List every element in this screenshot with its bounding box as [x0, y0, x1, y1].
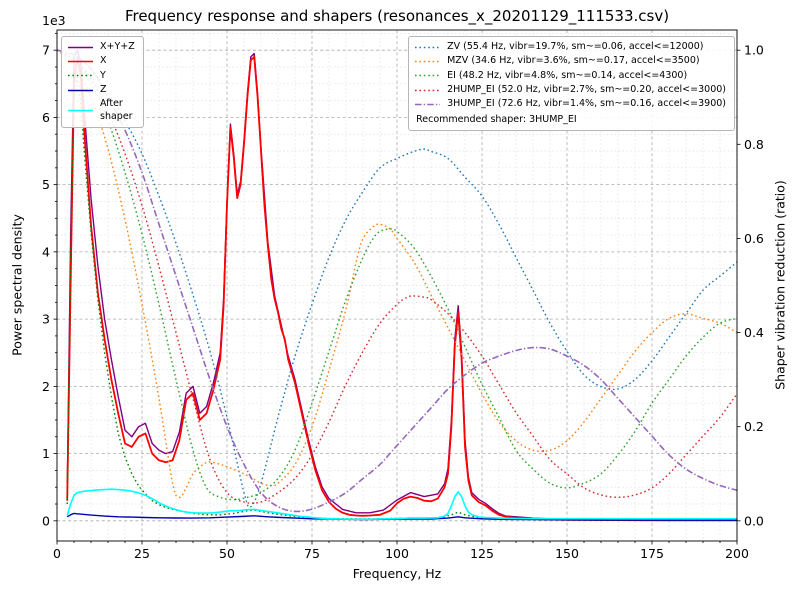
y-left-tick-label: 7: [42, 43, 50, 58]
legend-line-sample-icon: [415, 103, 441, 106]
legend-line-sample-icon: [415, 46, 441, 48]
series-y: [66, 76, 737, 521]
y-right-tick-label: 1.0: [744, 43, 764, 58]
legend-line-sample-icon: [415, 60, 441, 63]
legend-item-label: Z: [100, 84, 107, 96]
series-after-shaper: [66, 488, 737, 520]
legend-item-label: X: [100, 55, 107, 67]
legend-line-sample-icon: [68, 46, 93, 48]
legend-line-sample-icon: [415, 75, 441, 77]
x-tick-label: 25: [134, 546, 150, 561]
legend-line-sample-icon: [68, 60, 93, 63]
legend-recommended-note: Recommended shaper: 3HUMP_EI: [416, 113, 577, 125]
legend-item-label: 3HUMP_EI (72.6 Hz, vibr=1.4%, sm~=0.16, …: [447, 98, 726, 110]
y-left-tick-label: 0: [42, 513, 50, 528]
y-axis-label-right: Shaper vibration reduction (ratio): [772, 180, 788, 390]
x-tick-label: 75: [304, 546, 320, 561]
series-ei: [57, 49, 737, 501]
series-3hump-ei: [57, 49, 737, 513]
y-left-tick-label: 4: [42, 244, 50, 259]
legend-item-label: After shaper: [100, 98, 133, 122]
x-tick-label: 100: [385, 546, 409, 561]
legend-item-label: MZV (34.6 Hz, vibr=3.6%, sm~=0.17, accel…: [447, 55, 700, 67]
y-right-tick-label: 0.6: [744, 231, 764, 246]
series-mzv: [57, 49, 737, 499]
legend-item-y: Y: [67, 70, 135, 82]
legend-item-x: X: [67, 55, 135, 67]
legend-psd: X+Y+Z X Y Z After shaper: [61, 36, 144, 129]
legend-item-2hump-ei: 2HUMP_EI (52.0 Hz, vibr=2.7%, sm~=0.20, …: [414, 84, 726, 96]
legend-line-sample-icon: [68, 89, 93, 92]
legend-item-label: X+Y+Z: [100, 41, 135, 52]
x-tick-label: 125: [470, 546, 494, 561]
legend-item-ei: EI (48.2 Hz, vibr=4.8%, sm~=0.14, accel<…: [414, 70, 726, 82]
series-lines: [57, 49, 737, 522]
x-tick-label: 150: [555, 546, 579, 561]
y-axis-offset-text: 1e3: [42, 13, 66, 28]
y-left-tick-label: 6: [42, 110, 50, 125]
legend-item-label: 2HUMP_EI (52.0 Hz, vibr=2.7%, sm~=0.20, …: [447, 84, 726, 96]
legend-line-sample-icon: [415, 89, 441, 92]
series-x: [66, 56, 737, 522]
y-left-tick-label: 5: [42, 177, 50, 192]
y-axis-label-left: Power spectral density: [9, 214, 25, 356]
tick-labels: 0 25 50 75 100 125 150 175 200 0 1 2 3 4 5 6 7 0.0 0.2 0.4 0…: [42, 43, 764, 561]
legend-shapers: ZV (55.4 Hz, vibr=19.7%, sm~=0.06, accel…: [408, 36, 735, 132]
legend-item-z: Z: [67, 84, 135, 96]
legend-item-after-shaper: After shaper: [67, 98, 135, 123]
x-tick-label: 175: [640, 546, 664, 561]
legend-line-sample-icon: [68, 75, 93, 77]
y-right-tick-label: 0.0: [744, 513, 764, 528]
x-axis-label: Frequency, Hz: [352, 566, 442, 581]
legend-item-label: ZV (55.4 Hz, vibr=19.7%, sm~=0.06, accel…: [447, 41, 704, 52]
y-left-tick-label: 3: [42, 312, 50, 327]
legend-item-mzv: MZV (34.6 Hz, vibr=3.6%, sm~=0.17, accel…: [414, 55, 726, 67]
y-right-tick-label: 0.4: [744, 325, 764, 340]
series-z: [66, 512, 737, 521]
x-tick-label: 50: [219, 546, 235, 561]
legend-item-3hump-ei: 3HUMP_EI (72.6 Hz, vibr=1.4%, sm~=0.16, …: [414, 98, 726, 110]
legend-item-zv: ZV (55.4 Hz, vibr=19.7%, sm~=0.06, accel…: [414, 41, 726, 53]
y-left-tick-label: 2: [42, 379, 50, 394]
y-right-tick-label: 0.8: [744, 137, 764, 152]
series-zv: [57, 49, 737, 508]
series-2hump-ei: [57, 49, 737, 504]
x-tick-label: 200: [725, 546, 749, 561]
y-right-tick-label: 0.2: [744, 419, 764, 434]
y-left-tick-label: 1: [42, 446, 50, 461]
legend-item-label: EI (48.2 Hz, vibr=4.8%, sm~=0.14, accel<…: [447, 69, 688, 81]
legend-line-sample-icon: [68, 109, 93, 112]
x-tick-label: 0: [53, 546, 61, 561]
minor-grid: [57, 30, 737, 541]
chart-title: Frequency response and shapers (resonanc…: [124, 7, 670, 25]
legend-item-label: Y: [100, 69, 106, 81]
tick-marks: [53, 32, 741, 545]
legend-item-x-plus-y-plus-z: X+Y+Z: [67, 41, 135, 53]
